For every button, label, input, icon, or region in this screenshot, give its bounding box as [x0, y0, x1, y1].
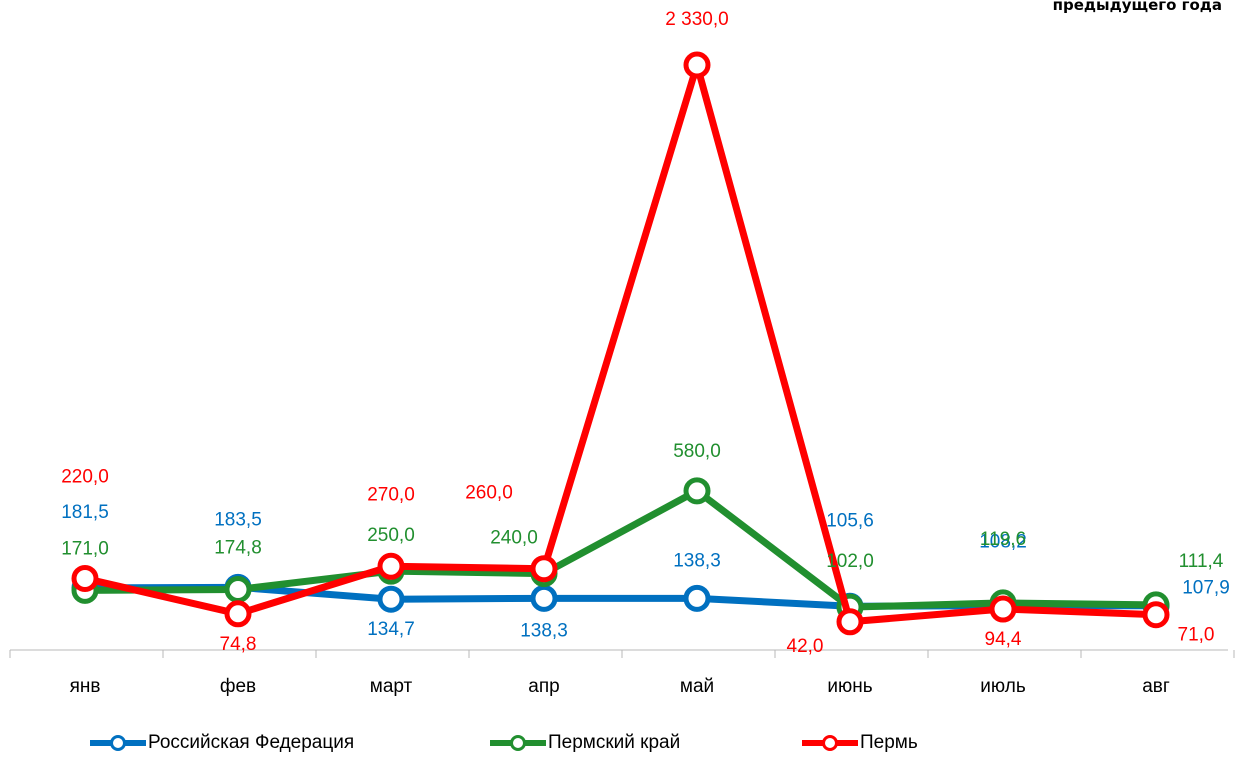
line-chart: янв фев март апр май июнь июль авг 181,5 183,5 134…	[9, 9, 1235, 697]
x-tick-label: авг	[1142, 676, 1170, 697]
data-point-perm	[683, 51, 711, 79]
data-label-russia: 107,9	[1182, 578, 1230, 599]
data-label-perm-krai: 250,0	[367, 525, 415, 546]
series-line-perm-krai	[81, 487, 1160, 611]
legend-swatch-perm	[802, 735, 858, 751]
data-label-russia: 105,6	[826, 510, 874, 531]
data-point-perm	[836, 608, 864, 636]
x-tick-label: фев	[220, 676, 256, 697]
data-point-russia	[377, 585, 405, 613]
data-label-perm: 74,8	[220, 634, 257, 655]
data-label-perm-krai: 111,4	[1179, 551, 1224, 572]
x-tick-label: июль	[980, 676, 1026, 697]
x-tick-label: янв	[70, 676, 101, 697]
data-label-perm-krai: 102,0	[826, 551, 874, 572]
data-label-russia: 183,5	[214, 509, 262, 530]
data-label-russia: 138,3	[673, 550, 721, 571]
data-point-perm-krai	[224, 575, 252, 603]
data-label-russia: 108,2	[979, 532, 1027, 553]
data-point-russia	[530, 584, 558, 612]
data-label-perm-krai: 580,0	[673, 441, 721, 462]
data-point-perm	[71, 564, 99, 592]
legend: Российская Федерация Пермский край Пермь	[0, 732, 1240, 762]
data-point-perm-krai	[683, 477, 711, 505]
data-label-perm: 270,0	[367, 484, 415, 505]
legend-label-perm-krai: Пермский край	[548, 732, 681, 753]
data-label-perm: 220,0	[61, 466, 109, 487]
data-label-russia: 138,3	[520, 620, 568, 641]
data-label-perm: 2 330,0	[665, 9, 728, 30]
data-label-russia: 181,5	[61, 502, 109, 523]
data-label-russia: 134,7	[367, 619, 415, 640]
data-label-perm: 42,0	[787, 636, 824, 657]
legend-label-perm: Пермь	[860, 732, 918, 753]
data-label-perm-krai: 119,6	[980, 529, 1026, 550]
data-point-perm	[989, 595, 1017, 623]
data-point-perm	[1142, 601, 1170, 629]
data-label-perm-krai: 240,0	[490, 528, 538, 549]
x-tick-label: июнь	[827, 676, 872, 697]
chart-title-fragment: предыдущего года	[1052, 0, 1222, 14]
data-point-perm	[530, 555, 558, 583]
legend-item-perm-krai: Пермский край	[488, 732, 680, 754]
series-line-perm	[81, 61, 1160, 626]
x-tick-label: апр	[528, 676, 559, 697]
data-label-perm-krai: 174,8	[214, 537, 262, 558]
legend-swatch-perm-krai	[490, 735, 546, 751]
data-point-russia	[683, 584, 711, 612]
data-point-perm	[224, 600, 252, 628]
x-tick-label: май	[680, 676, 714, 697]
data-label-perm-krai: 171,0	[61, 538, 109, 559]
data-point-perm	[377, 552, 405, 580]
data-label-perm: 71,0	[1178, 625, 1215, 646]
legend-label-russia: Российская Федерация	[148, 732, 355, 753]
data-label-perm: 94,4	[985, 629, 1022, 650]
legend-swatch-russia	[90, 735, 146, 751]
legend-item-perm: Пермь	[800, 732, 918, 754]
legend-item-russia: Российская Федерация	[88, 732, 354, 754]
x-tick-label: март	[370, 676, 413, 697]
data-label-perm: 260,0	[465, 483, 513, 504]
